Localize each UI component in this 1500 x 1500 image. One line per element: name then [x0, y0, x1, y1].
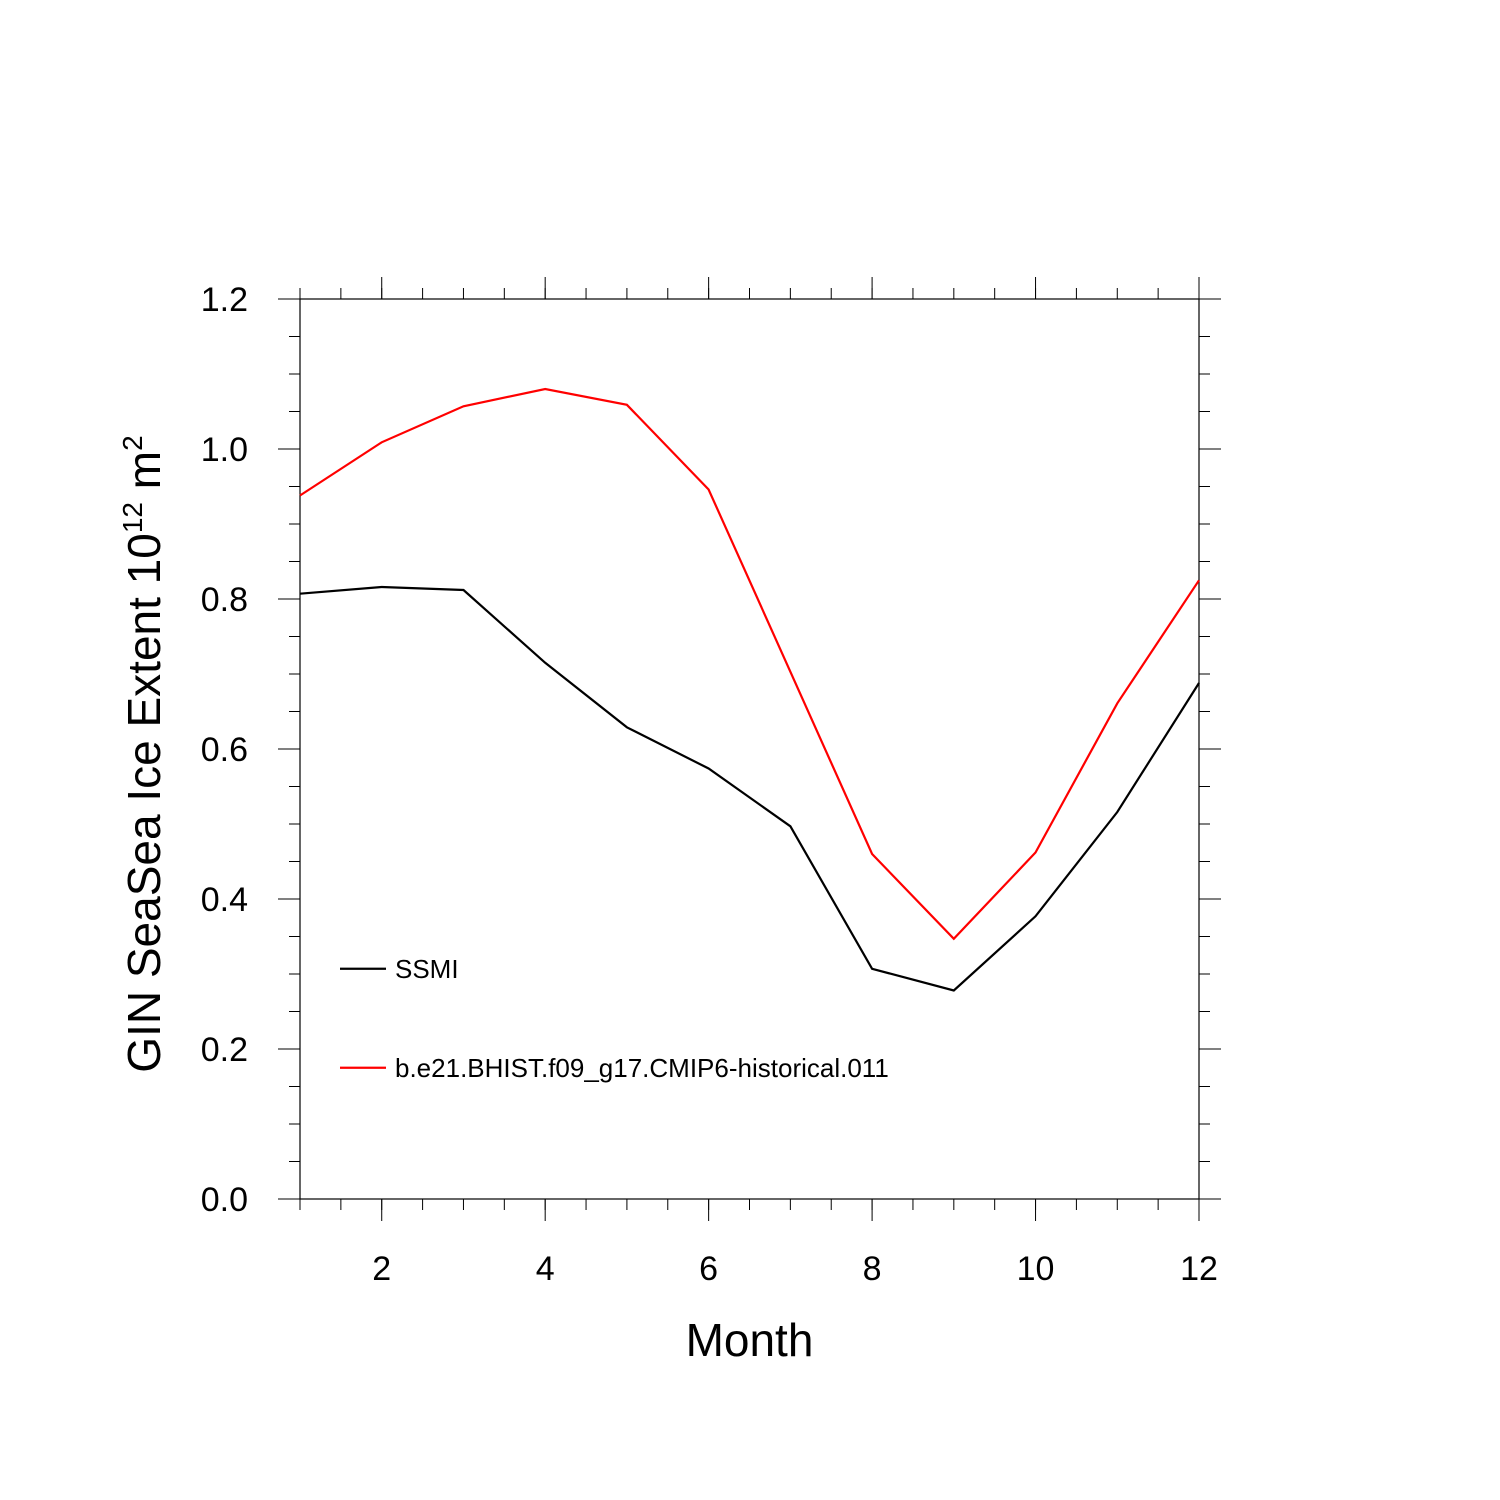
x-axis-title: Month	[686, 1314, 814, 1366]
x-tick-label: 8	[863, 1250, 882, 1288]
legend: SSMI b.e21.BHIST.f09_g17.CMIP6-historical…	[340, 954, 889, 1083]
y-tick-label: 0.2	[201, 1031, 248, 1069]
y-tick-label: 0.8	[201, 581, 248, 619]
y-axis-title-main: GIN SeaSea Ice Extent 10	[118, 533, 170, 1073]
y-tick-label: 0.6	[201, 731, 248, 769]
y-tick-label: 1.2	[201, 281, 248, 319]
x-tick-label: 6	[699, 1250, 718, 1288]
series-line-2	[299, 387, 1200, 941]
x-tick-label: 12	[1180, 1250, 1218, 1288]
plot-frame	[299, 298, 1200, 1200]
series-lines	[299, 387, 1200, 992]
tick-labels: 2 4 6 8 10 12 0.0 0.2 0.4 0.6 0.8 1.0 1.2	[201, 281, 1218, 1288]
y-axis-title-exponent: 12	[117, 502, 148, 533]
x-tick-label: 10	[1017, 1250, 1055, 1288]
x-tick-label: 2	[372, 1250, 391, 1288]
y-tick-label: 1.0	[201, 431, 248, 469]
y-axis-title-unit: m	[118, 451, 170, 502]
x-tick-label: 4	[536, 1250, 555, 1288]
y-axis-title: GIN SeaSea Ice Extent 1012 m2	[117, 435, 170, 1072]
legend-label-1: SSMI	[395, 954, 459, 984]
legend-label-2: b.e21.BHIST.f09_g17.CMIP6-historical.011	[395, 1053, 889, 1083]
y-axis-title-unit-exponent: 2	[117, 435, 148, 451]
y-tick-label: 0.4	[201, 881, 248, 919]
major-ticks	[278, 277, 1221, 1221]
y-tick-label: 0.0	[201, 1181, 248, 1219]
series-line-1	[299, 585, 1200, 992]
